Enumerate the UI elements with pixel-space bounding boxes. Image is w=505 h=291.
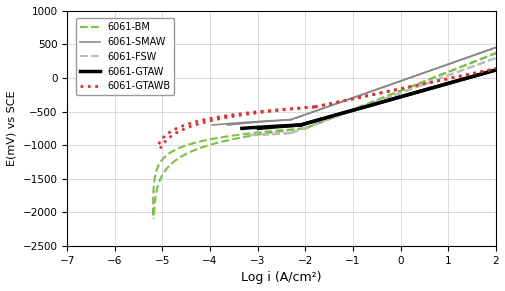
Y-axis label: E(mV) vs SCE: E(mV) vs SCE bbox=[7, 91, 17, 166]
X-axis label: Log i (A/cm²): Log i (A/cm²) bbox=[241, 271, 321, 284]
Legend: 6061-BM, 6061-SMAW, 6061-FSW, 6061-GTAW, 6061-GTAWB: 6061-BM, 6061-SMAW, 6061-FSW, 6061-GTAW,… bbox=[76, 18, 174, 95]
